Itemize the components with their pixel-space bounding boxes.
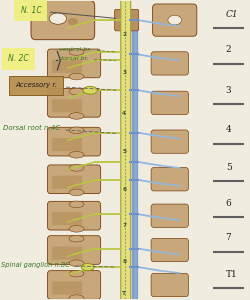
Text: Spinal ganglion n.8C: Spinal ganglion n.8C <box>1 262 116 268</box>
Ellipse shape <box>68 18 78 25</box>
Ellipse shape <box>69 152 84 158</box>
FancyBboxPatch shape <box>151 273 188 297</box>
FancyBboxPatch shape <box>52 138 82 151</box>
Text: 5: 5 <box>226 163 232 172</box>
Text: Accessory r.: Accessory r. <box>15 82 116 90</box>
Ellipse shape <box>83 86 98 94</box>
Text: N. 1C: N. 1C <box>20 6 116 18</box>
Text: Dorsal root n.4C: Dorsal root n.4C <box>3 125 116 134</box>
FancyBboxPatch shape <box>31 1 95 40</box>
FancyBboxPatch shape <box>52 176 82 189</box>
Text: 6: 6 <box>122 187 126 192</box>
Text: dorsal br.: dorsal br. <box>59 56 116 61</box>
FancyBboxPatch shape <box>151 168 188 191</box>
Ellipse shape <box>69 73 84 80</box>
Text: 7: 7 <box>122 223 126 228</box>
Text: 4: 4 <box>122 111 126 116</box>
Text: 4: 4 <box>226 125 232 134</box>
Ellipse shape <box>69 260 84 266</box>
FancyBboxPatch shape <box>52 212 82 225</box>
FancyBboxPatch shape <box>52 247 82 260</box>
Ellipse shape <box>69 88 84 95</box>
FancyBboxPatch shape <box>52 99 82 112</box>
FancyBboxPatch shape <box>152 4 197 36</box>
Ellipse shape <box>69 236 84 242</box>
FancyBboxPatch shape <box>151 52 188 75</box>
Text: 2: 2 <box>122 32 126 37</box>
Ellipse shape <box>69 295 84 300</box>
Text: T1: T1 <box>226 270 237 279</box>
Text: T: T <box>122 291 126 296</box>
Text: 5: 5 <box>122 149 126 154</box>
FancyBboxPatch shape <box>48 88 101 117</box>
FancyBboxPatch shape <box>121 0 131 300</box>
FancyBboxPatch shape <box>48 271 101 299</box>
FancyBboxPatch shape <box>151 204 188 227</box>
Ellipse shape <box>69 189 84 196</box>
Text: 7: 7 <box>226 233 232 242</box>
Ellipse shape <box>69 270 84 277</box>
Ellipse shape <box>69 127 84 134</box>
Text: ventral br.: ventral br. <box>59 46 116 52</box>
FancyBboxPatch shape <box>52 281 82 295</box>
Ellipse shape <box>168 15 181 25</box>
Ellipse shape <box>69 226 84 232</box>
FancyBboxPatch shape <box>114 9 139 31</box>
FancyBboxPatch shape <box>48 165 101 194</box>
Ellipse shape <box>69 113 84 119</box>
Text: N. 2C: N. 2C <box>8 54 29 63</box>
Text: 6: 6 <box>226 199 232 208</box>
FancyBboxPatch shape <box>151 238 188 262</box>
FancyBboxPatch shape <box>52 60 82 73</box>
Ellipse shape <box>69 201 84 208</box>
FancyBboxPatch shape <box>151 130 188 153</box>
Text: 8: 8 <box>122 259 126 264</box>
FancyBboxPatch shape <box>48 201 101 230</box>
Ellipse shape <box>69 165 84 171</box>
Text: 2: 2 <box>226 46 231 55</box>
Ellipse shape <box>81 263 94 271</box>
Text: 3: 3 <box>226 86 231 95</box>
Text: C1: C1 <box>226 10 238 19</box>
Ellipse shape <box>69 49 84 55</box>
FancyBboxPatch shape <box>48 127 101 156</box>
FancyBboxPatch shape <box>48 236 101 264</box>
FancyBboxPatch shape <box>151 91 188 115</box>
FancyBboxPatch shape <box>48 49 101 78</box>
Text: 3: 3 <box>122 70 126 75</box>
Ellipse shape <box>49 13 66 24</box>
